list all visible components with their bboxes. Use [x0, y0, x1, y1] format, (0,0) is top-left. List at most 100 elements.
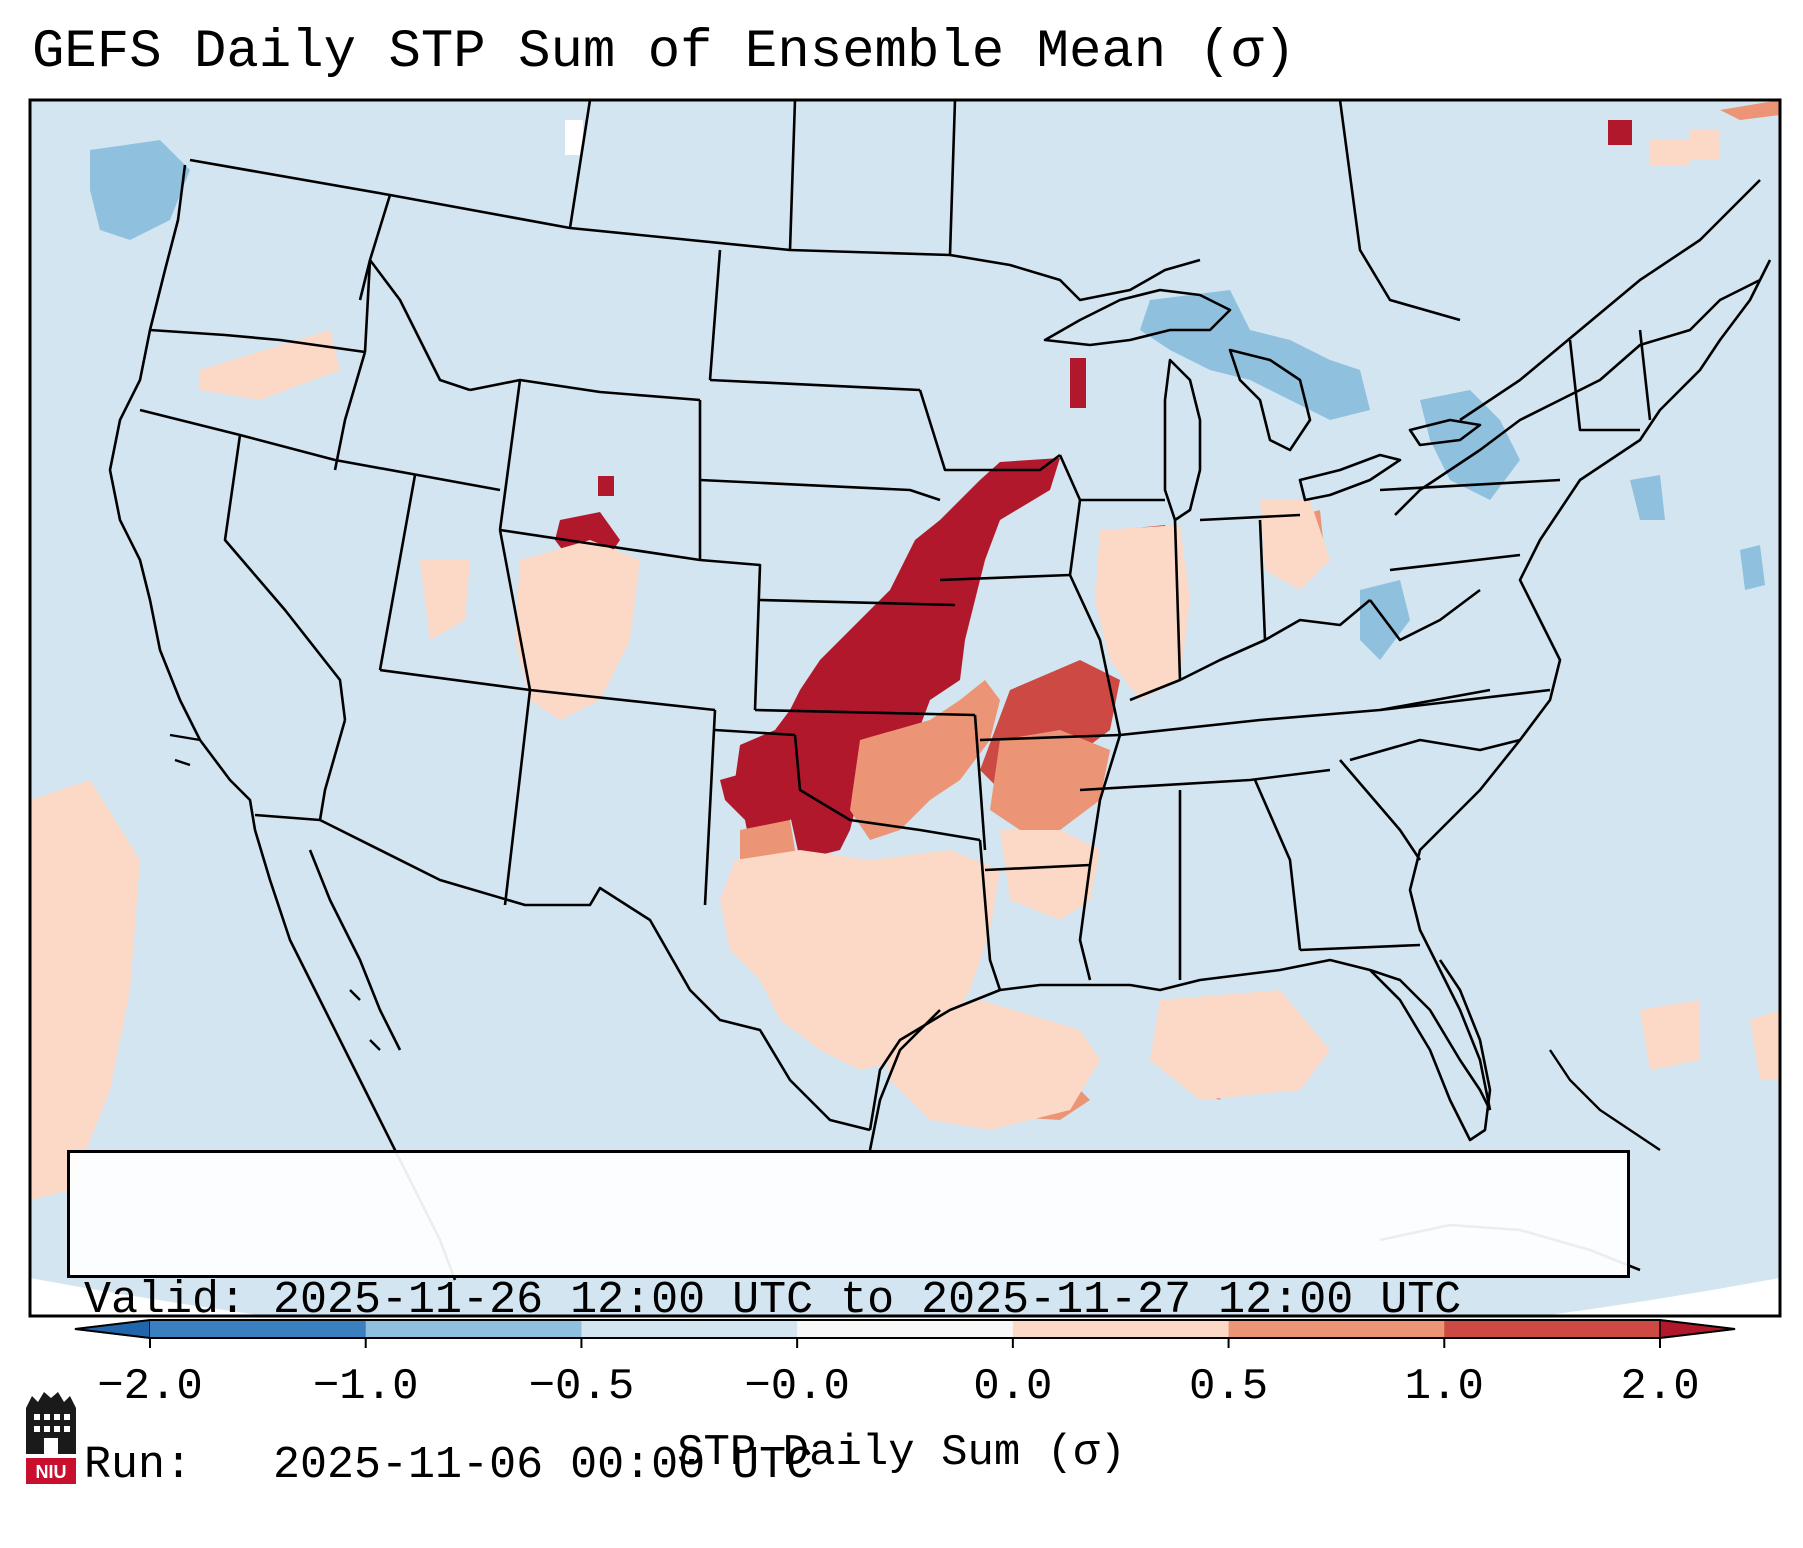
- stp-low-arctic-edge: [1720, 100, 1780, 120]
- atlantic-coast: [1408, 259, 1772, 1111]
- stp-low-newengland: [1690, 130, 1720, 160]
- state-co-nm: [529, 688, 716, 712]
- valid-time-text: Valid: 2025-11-26 12:00 UTC to 2025-11-2…: [84, 1275, 1462, 1326]
- colorbar-tick-label: 1.0: [1404, 1362, 1484, 1412]
- gulf-california: [308, 849, 402, 1051]
- state-ut-co: [498, 529, 532, 691]
- state-az-nm: [503, 689, 532, 906]
- state-id-ut-nv: [334, 458, 501, 492]
- run-time-text: Run: 2025-11-06 00:00 UTC: [84, 1440, 814, 1491]
- stp-low-ohio: [1260, 500, 1330, 590]
- canada-province-on-qc: [1338, 100, 1461, 322]
- state-ga-sc: [1339, 759, 1422, 861]
- state-pa-md: [1389, 553, 1521, 572]
- bahamas: [1549, 1049, 1661, 1151]
- canada-province-ab-sk: [568, 100, 592, 229]
- colorbar-tick-label: −0.0: [744, 1362, 850, 1412]
- lake-huron: [1228, 348, 1312, 452]
- stp-high-colorado-spot: [598, 476, 614, 496]
- stp-low-midwest: [1095, 525, 1190, 700]
- lake-ontario: [1408, 418, 1482, 447]
- state-wy-co: [499, 528, 701, 562]
- state-co-ks-ne: [699, 558, 762, 711]
- state-pa-ny: [1379, 478, 1561, 492]
- lake-erie: [1298, 453, 1402, 502]
- map-domain-edge: [30, 1278, 1780, 1316]
- colorbar-segment: [150, 1320, 367, 1338]
- stp-neg-mass: [1630, 475, 1665, 520]
- colorbar-segment: [1012, 1320, 1230, 1338]
- stp-max-band: [735, 458, 1060, 860]
- map-figure: [28, 98, 1782, 1348]
- lake-superior: [1043, 288, 1232, 347]
- state-ny-vt-ma: [1568, 339, 1640, 432]
- state-ca-nv: [223, 434, 347, 721]
- state-ga-fl: [1299, 943, 1421, 952]
- stp-low-atlantic-edge: [1750, 1010, 1780, 1080]
- niu-logo-icon: NIU: [26, 1392, 76, 1484]
- state-sd-ne: [699, 478, 941, 502]
- state-id-wy: [498, 379, 522, 531]
- baja-islands: [349, 989, 381, 1051]
- state-nv-ut: [378, 474, 417, 671]
- stp-mid-ok-kansas: [850, 680, 1000, 840]
- state-ia-mo: [939, 573, 1071, 582]
- state-nh-me: [1638, 329, 1652, 421]
- stp-neg-atlantic: [1740, 545, 1765, 590]
- us-mexico-border: [254, 813, 871, 1132]
- colorbar-segment: [1228, 1320, 1445, 1338]
- geographic-boundaries: [108, 100, 1772, 1281]
- stp-low-mississippi: [1000, 830, 1100, 920]
- colorbar-tick-label: 0.0: [973, 1362, 1053, 1412]
- map-frame: [28, 98, 1782, 1318]
- stp-neutral-canada: [565, 120, 583, 155]
- lake-michigan: [1163, 358, 1202, 522]
- stp-high-newengland: [1608, 120, 1632, 145]
- colorbar-segment: [365, 1320, 582, 1338]
- state-nd-sd: [709, 378, 921, 392]
- colorbar-label: STP Daily Sum (σ): [677, 1428, 1126, 1478]
- gulf-coast: [868, 958, 1492, 1131]
- state-ks-ok: [754, 708, 976, 717]
- us-canada-border: [189, 158, 1201, 302]
- stp-low-rockies: [515, 540, 640, 720]
- islands: [169, 733, 1661, 1151]
- state-al-ga: [1253, 779, 1302, 951]
- stp-mid-arkansas: [990, 730, 1110, 830]
- valid-run-info-box: Valid: 2025-11-26 12:00 UTC to 2025-11-2…: [67, 1150, 1630, 1491]
- state-wa-or: [149, 328, 366, 354]
- stp-neg-pacific-nw: [90, 140, 190, 240]
- state-nm-tx: [703, 709, 717, 906]
- colorbar-segment: [581, 1320, 798, 1338]
- state-tx-la: [978, 839, 1002, 991]
- stp-high-michigan: [1070, 358, 1086, 408]
- colorbar: [74, 1319, 1736, 1348]
- state-ut-az: [379, 668, 531, 692]
- state-mo-ar: [979, 733, 1121, 742]
- state-va-nc: [1379, 688, 1551, 712]
- colorbar-tick-labels: −2.0 −1.0 −0.5 −0.0 0.0 0.5 1.0 2.0: [0, 1362, 1803, 1422]
- st-lawrence: [1459, 179, 1761, 422]
- colorbar-segment: [1444, 1320, 1661, 1338]
- canada-province-mb-on: [948, 100, 957, 256]
- state-mi-in-oh: [1199, 513, 1301, 522]
- state-mn-wi: [918, 389, 1061, 472]
- state-ok-ar: [973, 714, 987, 851]
- texas-coast: [868, 1009, 941, 1151]
- stp-neg-northeast: [1420, 390, 1520, 500]
- us-canada-border-east: [1394, 278, 1761, 516]
- stp-low-northwest: [200, 330, 340, 400]
- state-ne-ks: [759, 598, 956, 607]
- florida: [1369, 959, 1492, 1142]
- pacific-coast: [108, 164, 257, 831]
- stp-low-pacific-wide: [30, 780, 140, 1200]
- stp-max-band-ok: [720, 760, 795, 870]
- stp-anomaly-shading: [30, 100, 1780, 1200]
- colorbar-tick-label: 2.0: [1620, 1362, 1700, 1412]
- colorbar-segment: [797, 1320, 1014, 1338]
- state-il-in: [1173, 519, 1182, 681]
- state-ok-tx: [793, 734, 981, 842]
- state-or-id: [333, 351, 367, 471]
- state-wa-id: [363, 259, 372, 353]
- state-nm-ok: [714, 728, 796, 737]
